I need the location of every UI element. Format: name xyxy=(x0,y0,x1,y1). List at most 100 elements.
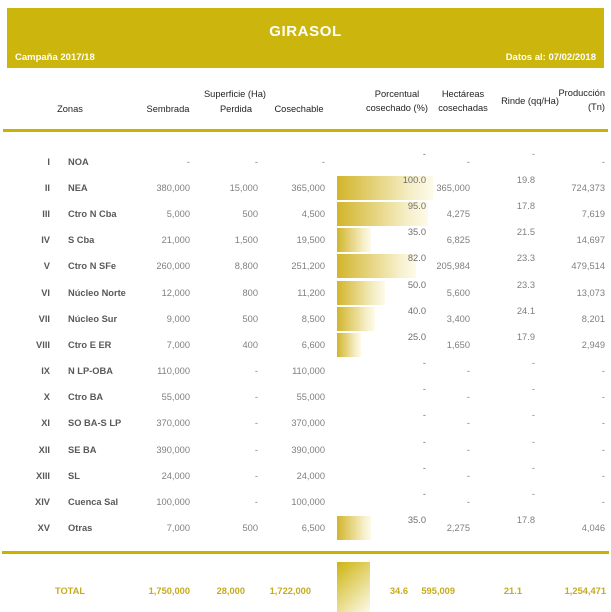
produccion-value: - xyxy=(601,497,605,507)
rinde-value: 23.3 xyxy=(516,280,535,290)
table-row: VII Núcleo Sur 9,000 500 8,500 40.0 3,40… xyxy=(0,306,611,332)
pct-value: - xyxy=(422,463,426,473)
rinde-value: - xyxy=(531,358,535,368)
hectareas-value: 2,275 xyxy=(446,523,470,533)
pct-bar xyxy=(337,254,416,278)
pct-bar-track xyxy=(337,202,433,226)
hectareas-value: 4,275 xyxy=(446,209,470,219)
zone-number: IX xyxy=(41,366,50,376)
column-header-rinde: Rinde (qq/Ha) xyxy=(501,96,559,106)
pct-value: - xyxy=(422,358,426,368)
produccion-value: 14,697 xyxy=(576,235,605,245)
pct-bar-track xyxy=(337,228,433,252)
table-row: X Ctro BA 55,000 - 55,000 - - - - xyxy=(0,384,611,410)
column-header-produccion-line1: Producción xyxy=(558,88,605,98)
header-divider-rule xyxy=(3,129,608,132)
zone-number: XII xyxy=(38,445,50,455)
cosechable-value: 6,500 xyxy=(301,523,325,533)
produccion-value: 479,514 xyxy=(571,261,605,271)
pct-value: 95.0 xyxy=(407,201,426,211)
header-band: GIRASOL Campaña 2017/18 Datos al: 07/02/… xyxy=(7,8,604,68)
pct-bar-track xyxy=(337,333,433,357)
perdida-value: 1,500 xyxy=(234,235,258,245)
pct-value: 35.0 xyxy=(407,227,426,237)
sembrada-value: 7,000 xyxy=(166,340,190,350)
cosechable-value: 370,000 xyxy=(291,418,325,428)
zone-name: Núcleo Norte xyxy=(68,288,126,298)
table-row: XV Otras 7,000 500 6,500 35.0 2,275 17.8… xyxy=(0,515,611,541)
pct-bar xyxy=(337,202,429,226)
zone-name: Ctro N Cba xyxy=(68,209,117,219)
cosechable-value: - xyxy=(321,157,325,167)
column-header-hectareas-line1: Hectáreas xyxy=(441,89,485,99)
table-row: XII SE BA 390,000 - 390,000 - - - - xyxy=(0,437,611,463)
column-header-porcentual-line2: cosechado (%) xyxy=(365,103,428,113)
total-sembrada-value: 1,750,000 xyxy=(148,586,190,596)
perdida-value: - xyxy=(254,366,258,376)
zone-number: VII xyxy=(38,314,50,324)
total-cosechable-value: 1,722,000 xyxy=(269,586,311,596)
total-perdida-value: 28,000 xyxy=(216,586,245,596)
hectareas-value: - xyxy=(466,471,470,481)
zone-name: NEA xyxy=(68,183,88,193)
zone-number: III xyxy=(42,209,50,219)
pct-bar xyxy=(337,333,361,357)
zone-number: V xyxy=(43,261,50,271)
rinde-value: - xyxy=(531,489,535,499)
pct-bar-track xyxy=(337,281,433,305)
produccion-value: 4,046 xyxy=(581,523,605,533)
campaign-label: Campaña 2017/18 xyxy=(15,52,95,63)
column-header-zonas: Zonas xyxy=(57,104,83,114)
rinde-value: - xyxy=(531,437,535,447)
pct-value: - xyxy=(422,410,426,420)
pct-bar xyxy=(337,516,371,540)
pct-bar-track xyxy=(337,307,433,331)
pct-value: - xyxy=(422,489,426,499)
sembrada-value: 370,000 xyxy=(156,418,190,428)
zone-number: I xyxy=(47,157,50,167)
zone-number: VIII xyxy=(36,340,50,350)
produccion-value: 8,201 xyxy=(581,314,605,324)
zone-name: Ctro BA xyxy=(68,392,104,402)
page-title: GIRASOL xyxy=(269,23,342,40)
zone-name: Núcleo Sur xyxy=(68,314,118,324)
cosechable-value: 100,000 xyxy=(291,497,325,507)
sembrada-value: - xyxy=(186,157,190,167)
perdida-value: 8,800 xyxy=(234,261,258,271)
sembrada-value: 100,000 xyxy=(156,497,190,507)
rinde-value: 19.8 xyxy=(516,175,535,185)
table-row: VI Núcleo Norte 12,000 800 11,200 50.0 5… xyxy=(0,280,611,306)
perdida-value: - xyxy=(254,157,258,167)
table-row: V Ctro N SFe 260,000 8,800 251,200 82.0 … xyxy=(0,253,611,279)
cosechable-value: 6,600 xyxy=(301,340,325,350)
produccion-value: 7,619 xyxy=(581,209,605,219)
column-header-superficie: Superficie (Ha) xyxy=(203,89,266,99)
zone-number: XIV xyxy=(35,497,50,507)
table-row: XI SO BA-S LP 370,000 - 370,000 - - - - xyxy=(0,410,611,436)
pct-bar xyxy=(337,228,371,252)
perdida-value: - xyxy=(254,471,258,481)
hectareas-value: - xyxy=(466,497,470,507)
rinde-value: 23.3 xyxy=(516,253,535,263)
total-pct-value: 34.6 xyxy=(389,586,408,596)
total-divider-rule xyxy=(2,551,609,554)
sembrada-value: 380,000 xyxy=(156,183,190,193)
perdida-value: 500 xyxy=(242,314,258,324)
table-row: IV S Cba 21,000 1,500 19,500 35.0 6,825 … xyxy=(0,227,611,253)
sembrada-value: 21,000 xyxy=(161,235,190,245)
rinde-value: 24.1 xyxy=(516,306,535,316)
cosechable-value: 55,000 xyxy=(296,392,325,402)
pct-value: 40.0 xyxy=(407,306,426,316)
zone-number: XIII xyxy=(36,471,50,481)
hectareas-value: 1,650 xyxy=(446,340,470,350)
perdida-value: - xyxy=(254,497,258,507)
produccion-value: - xyxy=(601,157,605,167)
rinde-value: 17.8 xyxy=(516,515,535,525)
zone-name: Otras xyxy=(68,523,93,533)
total-produccion-value: 1,254,471 xyxy=(564,586,606,596)
total-rinde-value: 21.1 xyxy=(503,586,522,596)
pct-bar-track xyxy=(337,516,433,540)
perdida-value: - xyxy=(254,392,258,402)
pct-value: - xyxy=(422,437,426,447)
